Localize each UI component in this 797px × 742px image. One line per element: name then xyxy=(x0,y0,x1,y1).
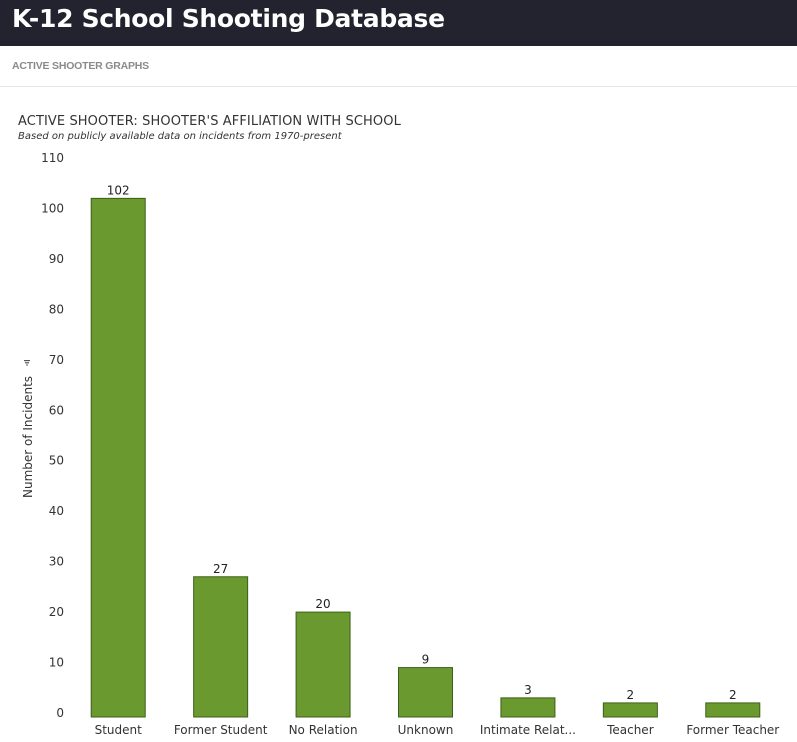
chart-subtitle: Based on publicly available data on inci… xyxy=(18,131,342,142)
y-tick-label: 100 xyxy=(41,201,64,215)
bar[interactable] xyxy=(500,697,556,718)
site-title[interactable]: K-12 School Shooting Database xyxy=(12,4,445,33)
y-tick-label: 70 xyxy=(49,353,64,367)
bar[interactable] xyxy=(90,197,146,718)
data-label: 2 xyxy=(729,688,737,702)
data-label: 27 xyxy=(213,562,228,576)
sub-navigation: ACTIVE SHOOTER GRAPHS xyxy=(0,46,797,87)
x-tick-label: Former Teacher xyxy=(686,723,779,737)
x-tick-label: Teacher xyxy=(606,723,654,737)
data-label: 20 xyxy=(315,597,330,611)
x-axis-ticks: Student Former Student No Relation Unknown I… xyxy=(95,723,780,737)
data-label: 9 xyxy=(422,653,430,667)
x-tick-label: No Relation xyxy=(289,723,358,737)
x-tick-label: Student xyxy=(95,723,143,737)
x-tick-label: Former Student xyxy=(174,723,268,737)
chart-title: ACTIVE SHOOTER: SHOOTER'S AFFILIATION WI… xyxy=(18,114,401,129)
data-label: 3 xyxy=(524,683,532,697)
x-tick-label: Intimate Relat... xyxy=(480,723,576,737)
y-tick-label: 50 xyxy=(49,454,64,468)
y-tick-label: 90 xyxy=(49,252,64,266)
data-labels: 102 27 20 9 3 2 2 xyxy=(107,183,737,702)
active-shooter-graphs-link[interactable]: ACTIVE SHOOTER GRAPHS xyxy=(12,60,149,72)
bar[interactable] xyxy=(398,667,453,718)
y-tick-label: 20 xyxy=(49,605,64,619)
y-tick-label: 110 xyxy=(41,151,64,165)
bar[interactable] xyxy=(705,702,761,718)
bar[interactable] xyxy=(295,611,351,718)
data-label: 2 xyxy=(627,688,635,702)
y-tick-label: 60 xyxy=(49,403,64,417)
y-axis-label: Number of Incidents xyxy=(21,376,35,498)
y-axis-ticks: 0 10 20 30 40 50 60 70 80 90 100 110 xyxy=(41,151,64,720)
y-tick-label: 40 xyxy=(49,504,64,518)
bar[interactable] xyxy=(602,702,658,718)
header-bar: K-12 School Shooting Database xyxy=(0,0,797,46)
y-tick-label: 10 xyxy=(49,656,64,670)
bars xyxy=(90,197,761,718)
y-tick-label: 0 xyxy=(56,706,64,720)
bar[interactable] xyxy=(193,576,249,718)
y-tick-label: 30 xyxy=(49,555,64,569)
y-tick-label: 80 xyxy=(49,302,64,316)
filter-icon[interactable] xyxy=(24,360,30,366)
data-label: 102 xyxy=(107,183,130,197)
x-tick-label: Unknown xyxy=(398,723,454,737)
